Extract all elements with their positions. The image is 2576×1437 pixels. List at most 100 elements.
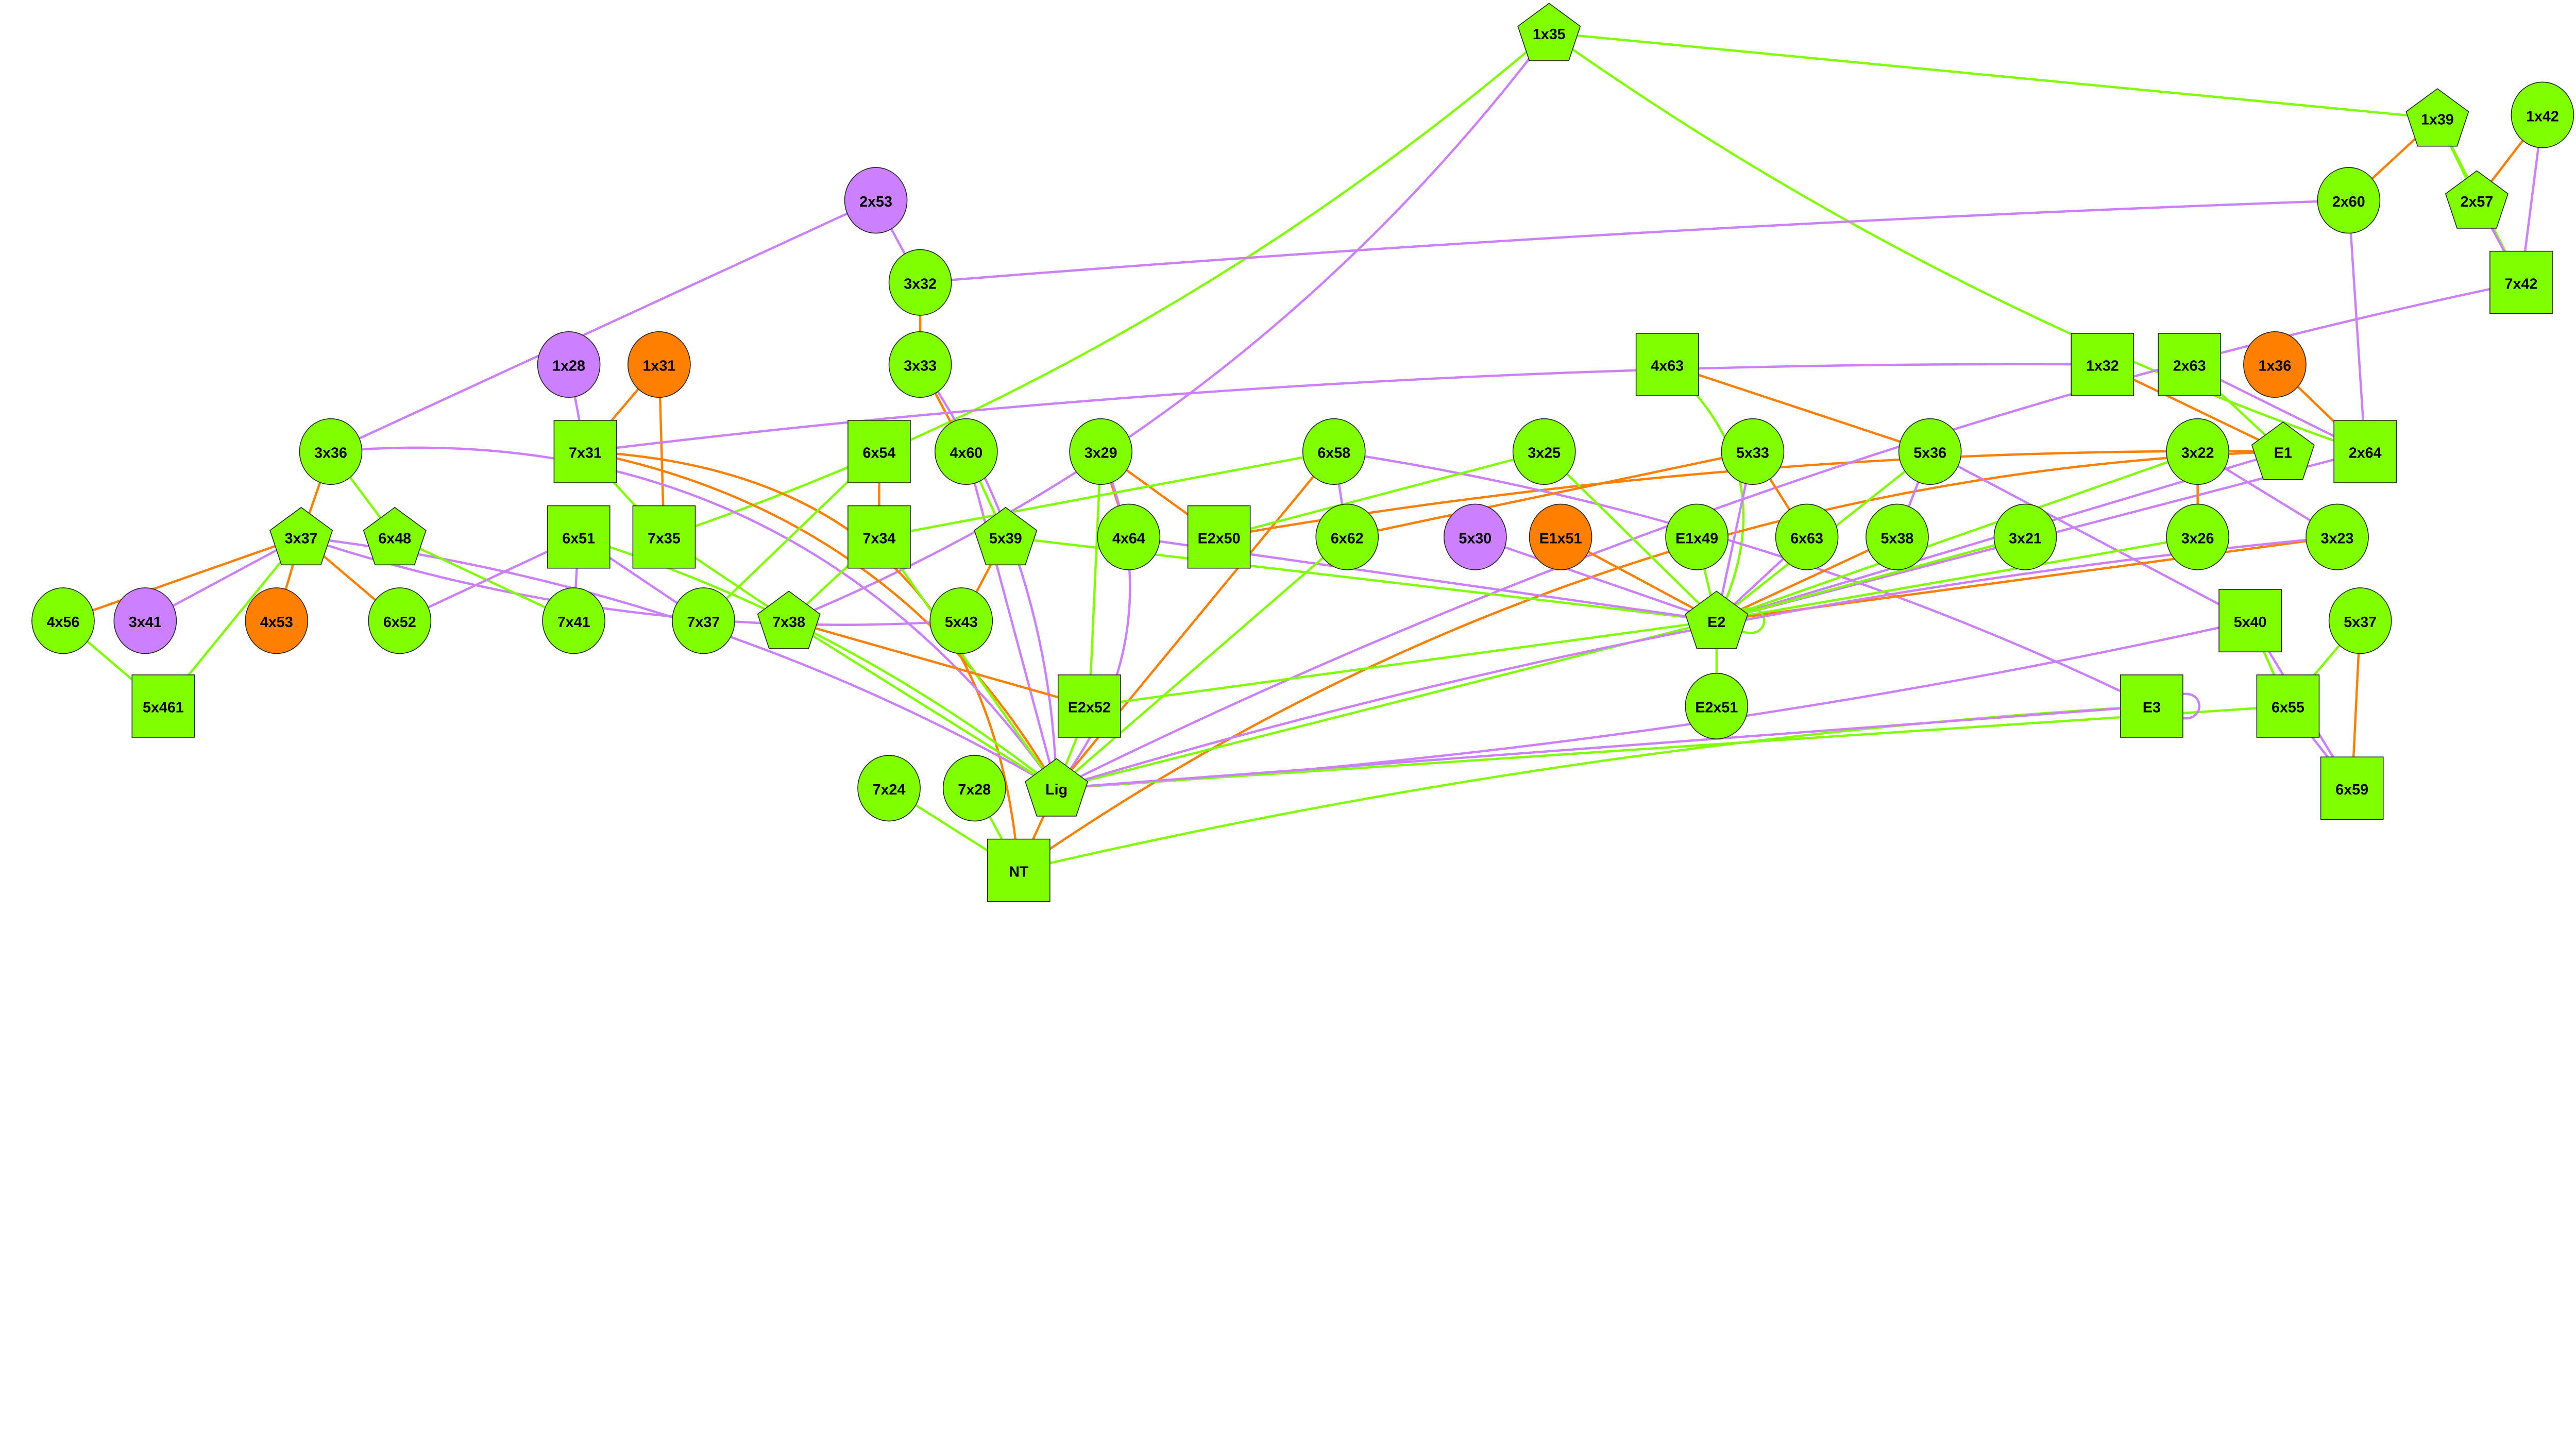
edge-7x34-Lig: [878, 536, 1058, 789]
node-label: 7x37: [687, 614, 720, 631]
node-E1x49[interactable]: E1x49: [1665, 503, 1728, 570]
node-label: 3x33: [904, 358, 937, 375]
node-7x24[interactable]: 7x24: [857, 755, 921, 822]
node-5x461[interactable]: 5x461: [131, 674, 195, 738]
node-6x63[interactable]: 6x63: [1775, 503, 1839, 570]
node-box: [1187, 505, 1251, 569]
edge-4x63-5x36: [1667, 363, 1930, 453]
node-Lig[interactable]: Lig: [1025, 758, 1089, 817]
node-1x42[interactable]: 1x42: [2511, 81, 2574, 148]
node-5x39[interactable]: 5x39: [974, 506, 1038, 566]
node-2x57[interactable]: 2x57: [2445, 170, 2509, 229]
node-E3[interactable]: E3: [2120, 674, 2183, 738]
node-box: [131, 674, 195, 738]
node-3x32[interactable]: 3x32: [888, 249, 952, 316]
node-3x25[interactable]: 3x25: [1512, 418, 1576, 485]
node-label: 7x42: [2505, 276, 2538, 292]
node-E2x52[interactable]: E2x52: [1058, 674, 1121, 738]
node-circle: [934, 418, 998, 485]
node-6x52[interactable]: 6x52: [368, 587, 432, 654]
node-4x60[interactable]: 4x60: [934, 418, 998, 485]
node-3x22[interactable]: 3x22: [2166, 418, 2229, 485]
node-label: 1x42: [2526, 108, 2559, 125]
node-6x55[interactable]: 6x55: [2256, 674, 2320, 738]
node-4x63[interactable]: 4x63: [1635, 333, 1699, 396]
node-6x51[interactable]: 6x51: [547, 505, 611, 569]
node-label: 5x38: [1880, 530, 1913, 547]
node-2x63[interactable]: 2x63: [2158, 333, 2222, 396]
node-5x40[interactable]: 5x40: [2218, 589, 2282, 653]
node-3x41[interactable]: 3x41: [113, 587, 177, 654]
node-label: 5x37: [2344, 614, 2377, 631]
node-6x59[interactable]: 6x59: [2320, 756, 2384, 820]
node-7x42[interactable]: 7x42: [2489, 250, 2553, 314]
node-3x36[interactable]: 3x36: [299, 418, 363, 485]
edges-layer: [62, 31, 2544, 872]
node-label: 1x31: [642, 358, 675, 375]
edge-6x58-Lig: [1055, 451, 1335, 789]
node-6x54[interactable]: 6x54: [848, 420, 911, 483]
node-label: 2x60: [2332, 194, 2365, 210]
node-label: 5x33: [1736, 445, 1769, 462]
node-label: 1x28: [552, 358, 585, 375]
node-pentagon: [1517, 3, 1581, 61]
node-label: 4x63: [1651, 358, 1684, 375]
node-5x38[interactable]: 5x38: [1866, 503, 1929, 570]
node-6x58[interactable]: 6x58: [1302, 418, 1366, 485]
node-circle: [888, 249, 952, 316]
node-1x36[interactable]: 1x36: [2243, 331, 2307, 398]
node-label: 4x53: [260, 614, 293, 631]
node-box: [632, 505, 696, 569]
node-label: 7x41: [557, 614, 590, 631]
node-2x53[interactable]: 2x53: [844, 167, 908, 234]
node-1x31[interactable]: 1x31: [628, 331, 691, 398]
node-3x33[interactable]: 3x33: [888, 331, 952, 398]
node-3x23[interactable]: 3x23: [2306, 503, 2369, 570]
node-5x36[interactable]: 5x36: [1898, 418, 1962, 485]
node-6x62[interactable]: 6x62: [1315, 503, 1379, 570]
node-circle: [1302, 418, 1366, 485]
node-pentagon: [1685, 590, 1749, 649]
node-circle: [1097, 503, 1161, 570]
node-E2x51[interactable]: E2x51: [1685, 672, 1749, 739]
node-7x34[interactable]: 7x34: [848, 505, 911, 569]
node-6x48[interactable]: 6x48: [363, 506, 427, 566]
node-circle: [245, 587, 309, 654]
node-4x53[interactable]: 4x53: [245, 587, 309, 654]
node-E2x50[interactable]: E2x50: [1187, 505, 1251, 569]
node-2x64[interactable]: 2x64: [2333, 420, 2397, 483]
node-4x56[interactable]: 4x56: [31, 587, 95, 654]
node-1x28[interactable]: 1x28: [537, 331, 601, 398]
node-7x38[interactable]: 7x38: [757, 590, 821, 649]
node-7x41[interactable]: 7x41: [542, 587, 605, 654]
node-label: 7x31: [569, 445, 602, 462]
node-5x30[interactable]: 5x30: [1443, 503, 1507, 570]
node-circle: [537, 331, 601, 398]
node-7x31[interactable]: 7x31: [553, 420, 617, 483]
node-box: [1058, 674, 1121, 738]
node-E2[interactable]: E2: [1685, 590, 1749, 649]
node-5x37[interactable]: 5x37: [2328, 587, 2392, 654]
node-circle: [1443, 503, 1507, 570]
node-3x26[interactable]: 3x26: [2166, 503, 2229, 570]
node-circle: [2243, 331, 2307, 398]
node-7x35[interactable]: 7x35: [632, 505, 696, 569]
node-3x29[interactable]: 3x29: [1069, 418, 1133, 485]
edge-6x58-7x34: [879, 450, 1334, 538]
node-1x35[interactable]: 1x35: [1517, 3, 1581, 61]
node-1x32[interactable]: 1x32: [2071, 333, 2134, 396]
node-box: [2120, 674, 2183, 738]
node-5x33[interactable]: 5x33: [1721, 418, 1785, 485]
node-1x39[interactable]: 1x39: [2405, 88, 2469, 147]
node-E1[interactable]: E1: [2251, 421, 2315, 480]
node-5x43[interactable]: 5x43: [929, 587, 993, 654]
node-2x60[interactable]: 2x60: [2317, 167, 2381, 234]
node-4x64[interactable]: 4x64: [1097, 503, 1161, 570]
node-7x28[interactable]: 7x28: [942, 755, 1006, 822]
node-3x37[interactable]: 3x37: [269, 506, 333, 566]
node-7x37[interactable]: 7x37: [672, 587, 735, 654]
node-3x21[interactable]: 3x21: [1993, 503, 2057, 570]
node-NT[interactable]: NT: [987, 838, 1050, 902]
edge-1x35-1x39: [1549, 31, 2438, 120]
node-E1x51[interactable]: E1x51: [1529, 503, 1592, 570]
